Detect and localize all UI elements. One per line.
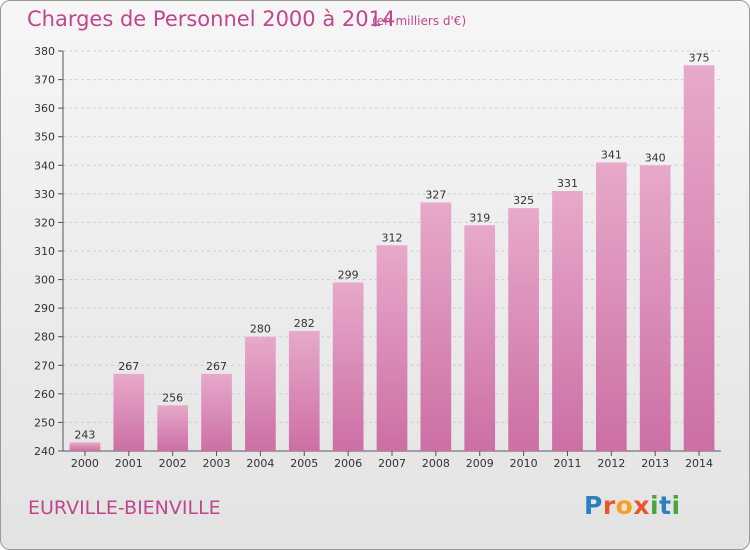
data-label: 280 <box>250 323 271 336</box>
data-label: 267 <box>118 360 139 373</box>
data-label: 331 <box>557 177 578 190</box>
bar <box>113 373 145 451</box>
bar <box>420 202 452 451</box>
x-tick-label: 2000 <box>71 457 99 470</box>
logo-letter: i <box>650 491 660 520</box>
y-tick-label: 320 <box>34 216 55 229</box>
x-tick-label: 2008 <box>422 457 450 470</box>
bars <box>69 65 715 452</box>
data-label: 312 <box>382 231 403 244</box>
bar <box>201 373 232 451</box>
bar <box>332 282 364 451</box>
data-label: 319 <box>469 211 490 224</box>
logo-letter: o <box>615 491 634 520</box>
y-tick-label: 250 <box>34 416 55 429</box>
x-tick-label: 2004 <box>246 457 274 470</box>
logo-letter: i <box>671 491 681 520</box>
y-tick-label: 260 <box>34 388 55 401</box>
y-tick-label: 360 <box>34 102 55 115</box>
bar <box>376 245 408 451</box>
data-label: 299 <box>338 268 359 281</box>
bar <box>69 442 101 451</box>
proxiti-logo: Proxiti <box>584 491 681 520</box>
y-tick-label: 340 <box>34 159 55 172</box>
y-tick-label: 310 <box>34 245 55 258</box>
data-label: 340 <box>645 151 666 164</box>
y-tick-label: 370 <box>34 74 55 87</box>
bar-chart: 240 250 260 270 280 290 300 310 320 330 340 350 360 3… <box>34 45 721 470</box>
x-tick-label: 2013 <box>641 457 669 470</box>
y-tick-label: 330 <box>34 188 55 201</box>
y-tick-label: 240 <box>34 445 55 458</box>
bar <box>245 336 276 451</box>
bar <box>464 225 496 451</box>
bar <box>683 65 715 452</box>
x-tick-label: 2007 <box>378 457 406 470</box>
y-tick-label: 380 <box>34 45 55 58</box>
logo-letter: r <box>602 491 616 520</box>
data-label: 341 <box>601 148 622 161</box>
x-tick-label: 2010 <box>510 457 538 470</box>
x-tick-label: 2001 <box>115 457 143 470</box>
chart-subtitle: (en milliers d'€) <box>372 14 467 28</box>
data-labels: 243 267 256 267 280 282 299 312 327 319 325 331 341 3… <box>74 51 709 441</box>
x-tick-label: 2009 <box>466 457 494 470</box>
y-tick-label: 300 <box>34 274 55 287</box>
x-tick-label: 2014 <box>685 457 713 470</box>
x-tick-label: 2005 <box>290 457 318 470</box>
bar <box>288 331 320 451</box>
chart-title: Charges de Personnel 2000 à 2014 <box>27 7 396 31</box>
y-tick-label: 270 <box>34 359 55 372</box>
logo-letter: x <box>633 491 650 520</box>
y-tick-label: 290 <box>34 302 55 315</box>
logo-letter: P <box>584 491 603 520</box>
x-tick-label: 2002 <box>159 457 187 470</box>
logo-letter: t <box>659 491 672 520</box>
x-tick-label: 2006 <box>334 457 362 470</box>
data-label: 327 <box>425 188 446 201</box>
data-label: 325 <box>513 194 534 207</box>
data-label: 282 <box>294 317 315 330</box>
x-tick-label: 2003 <box>203 457 231 470</box>
bar <box>552 191 583 451</box>
bar <box>595 162 627 451</box>
x-tick-label: 2012 <box>597 457 625 470</box>
town-name: EURVILLE-BIENVILLE <box>28 497 221 519</box>
bar <box>639 165 671 452</box>
data-label: 267 <box>206 360 227 373</box>
y-tick-label: 350 <box>34 131 55 144</box>
data-label: 375 <box>689 51 710 64</box>
x-tick-label: 2011 <box>553 457 581 470</box>
bar <box>508 208 539 451</box>
data-label: 256 <box>162 391 183 404</box>
bar <box>157 405 189 451</box>
data-label: 243 <box>74 428 95 441</box>
y-tick-label: 280 <box>34 331 55 344</box>
